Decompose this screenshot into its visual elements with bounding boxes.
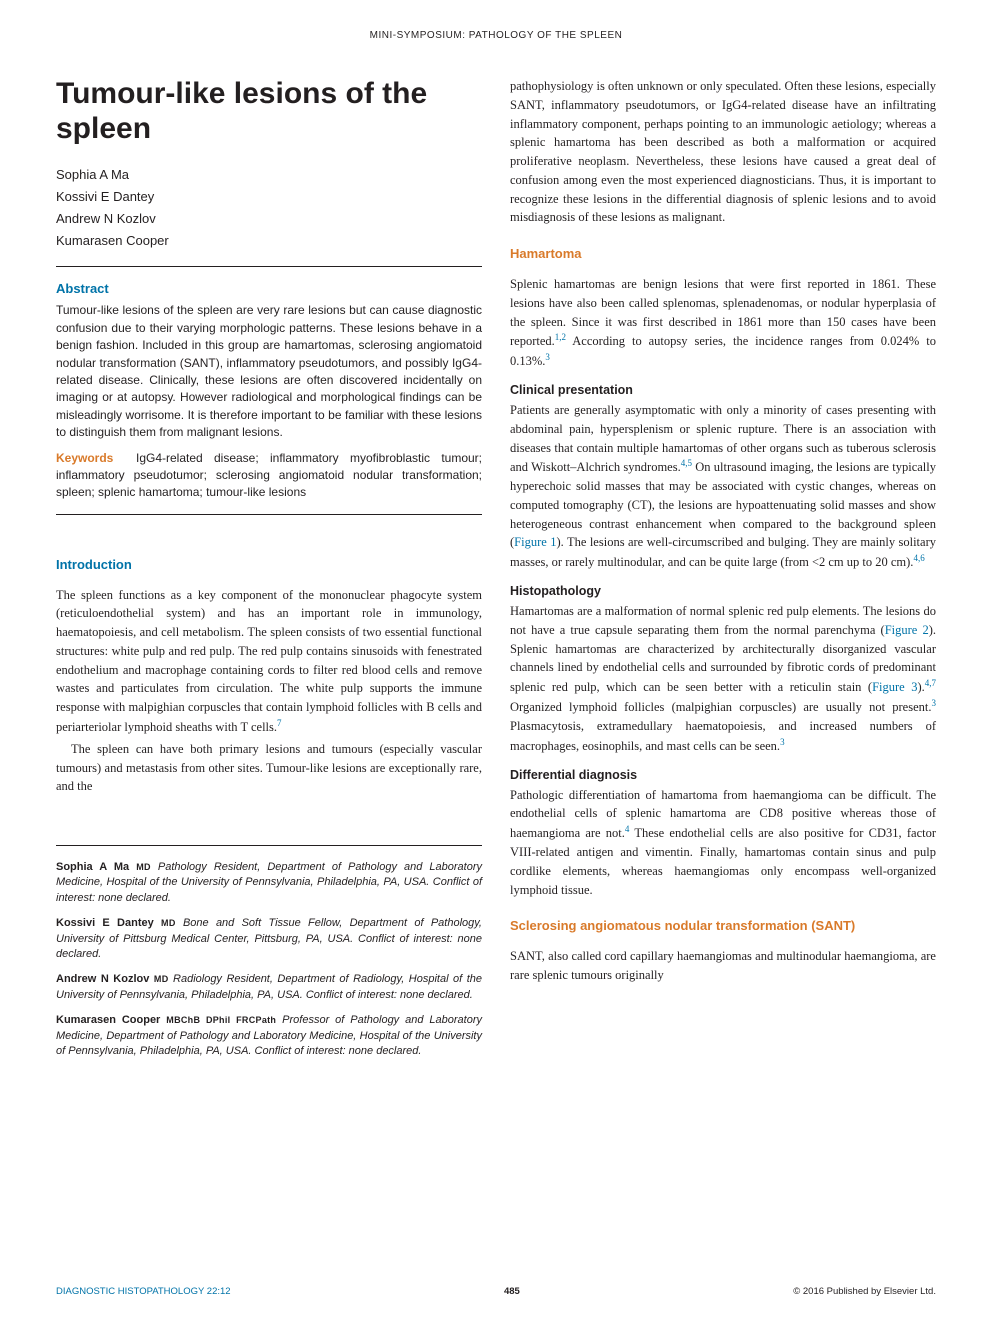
author: Kossivi E Dantey [56,186,482,208]
clinical-presentation-heading: Clinical presentation [510,383,936,397]
citation-ref[interactable]: 3 [780,737,785,747]
author-bio: Andrew N Kozlov MD Radiology Resident, D… [56,972,482,1003]
divider [56,266,482,267]
abstract-heading: Abstract [56,281,482,296]
copyright-notice: © 2016 Published by Elsevier Ltd. [793,1286,936,1297]
clinical-presentation-text: Patients are generally asymptomatic with… [510,401,936,572]
keywords-block: Keywords IgG4-related disease; inflammat… [56,450,482,502]
intro-paragraph-1: The spleen functions as a key component … [56,586,482,737]
article-title: Tumour-like lesions of the spleen [56,77,482,146]
introduction-heading: Introduction [56,557,482,572]
histopathology-text: Hamartomas are a malformation of normal … [510,602,936,755]
divider [56,845,482,846]
journal-citation: DIAGNOSTIC HISTOPATHOLOGY 22:12 [56,1286,231,1297]
left-column: Tumour-like lesions of the spleen Sophia… [56,77,482,1069]
page-footer: DIAGNOSTIC HISTOPATHOLOGY 22:12 485 © 20… [56,1286,936,1297]
intro-continuation: pathophysiology is often unknown or only… [510,77,936,227]
author: Andrew N Kozlov [56,208,482,230]
sant-text: SANT, also called cord capillary haemang… [510,947,936,985]
divider [56,514,482,515]
author-bio: Kumarasen Cooper MBChB DPhil FRCPath Pro… [56,1013,482,1059]
citation-ref[interactable]: 7 [277,718,282,728]
author-bio: Kossivi E Dantey MD Bone and Soft Tissue… [56,916,482,962]
keywords-label: Keywords [56,451,113,465]
citation-ref[interactable]: 1,2 [555,332,566,342]
figure-link[interactable]: Figure 2 [885,623,929,637]
intro-paragraph-2: The spleen can have both primary lesions… [56,740,482,796]
citation-ref[interactable]: 4,5 [681,458,692,468]
hamartoma-heading: Hamartoma [510,246,936,261]
differential-diagnosis-heading: Differential diagnosis [510,768,936,782]
author-bio: Sophia A Ma MD Pathology Resident, Depar… [56,860,482,906]
right-column: pathophysiology is often unknown or only… [510,77,936,1069]
figure-link[interactable]: Figure 3 [872,680,917,694]
author: Sophia A Ma [56,164,482,186]
citation-ref[interactable]: 3 [932,698,937,708]
differential-diagnosis-text: Pathologic differentiation of hamartoma … [510,786,936,900]
keywords-text: IgG4-related disease; inflammatory myofi… [56,451,482,500]
histopathology-heading: Histopathology [510,584,936,598]
running-header: MINI-SYMPOSIUM: PATHOLOGY OF THE SPLEEN [56,30,936,41]
two-column-layout: Tumour-like lesions of the spleen Sophia… [56,77,936,1069]
author-list: Sophia A Ma Kossivi E Dantey Andrew N Ko… [56,164,482,252]
page-number: 485 [504,1286,520,1297]
citation-ref[interactable]: 3 [545,352,550,362]
figure-link[interactable]: Figure 1 [514,535,556,549]
abstract-text: Tumour-like lesions of the spleen are ve… [56,302,482,441]
sant-heading: Sclerosing angiomatous nodular transform… [510,918,936,933]
author: Kumarasen Cooper [56,230,482,252]
citation-ref[interactable]: 4,7 [925,678,936,688]
hamartoma-intro: Splenic hamartomas are benign lesions th… [510,275,936,371]
citation-ref[interactable]: 4,6 [913,553,924,563]
